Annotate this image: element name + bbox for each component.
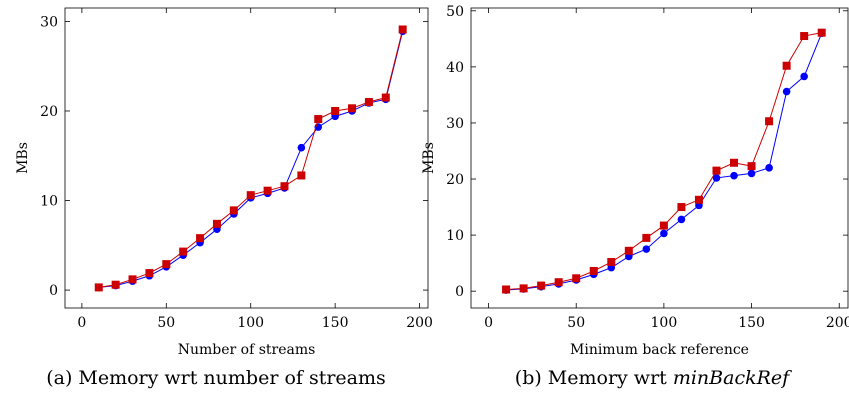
data-point [607, 258, 616, 267]
data-point [747, 169, 756, 178]
data-point [280, 182, 289, 191]
data-point [800, 32, 809, 41]
caption-text: Memory wrt [548, 367, 673, 389]
x-tick-label: 200 [406, 315, 433, 331]
data-point [519, 284, 528, 293]
caption-prefix: (b) [515, 367, 542, 389]
data-point [659, 221, 668, 230]
data-point [179, 247, 188, 256]
data-point [314, 115, 323, 124]
data-point [348, 104, 357, 113]
x-tick-label: 100 [237, 315, 264, 331]
caption-text: Memory wrt number of streams [78, 367, 385, 389]
data-point [712, 166, 721, 175]
data-point [263, 186, 272, 195]
x-tick-label: 150 [738, 315, 765, 331]
data-point [111, 280, 120, 289]
data-point [730, 158, 739, 167]
y-tick-label: 0 [455, 284, 464, 300]
data-point [554, 278, 563, 287]
chart-b: 0 50 100 150 200 0 10 20 30 40 50 Minimum back refe… [421, 4, 849, 389]
data-point [694, 195, 703, 204]
series-line [98, 31, 404, 288]
data-point [229, 206, 238, 215]
data-point [730, 171, 738, 180]
data-point [128, 275, 137, 284]
data-point [145, 269, 154, 278]
data-point [502, 285, 511, 294]
x-tick-label: 100 [651, 315, 678, 331]
data-point [162, 260, 171, 269]
x-axis-label: Number of streams [178, 342, 316, 358]
y-tick-label: 20 [446, 172, 464, 188]
x-tick-label: 150 [322, 315, 349, 331]
data-point [712, 174, 721, 182]
y-axis-label: MBs [15, 142, 31, 174]
data-point [660, 229, 668, 238]
data-point [765, 117, 774, 126]
data-point [589, 266, 598, 275]
x-tick-label: 200 [826, 315, 849, 331]
data-point [212, 219, 221, 228]
data-point [765, 164, 773, 172]
data-point [624, 246, 633, 255]
x-tick-label: 0 [77, 315, 86, 331]
y-tick-label: 30 [446, 116, 464, 132]
series-line [98, 29, 404, 288]
y-tick-label: 0 [49, 283, 58, 299]
data-point [572, 274, 581, 283]
y-axis-label: MBs [421, 142, 437, 174]
y-tick-label: 10 [446, 228, 464, 244]
data-point [537, 281, 546, 290]
caption-emphasis: minBackRef [673, 367, 792, 389]
data-point [677, 215, 686, 224]
data-point [782, 61, 791, 70]
y-tick-label: 20 [40, 104, 58, 120]
x-tick-label: 50 [157, 315, 175, 331]
subfigure-caption: (a) Memory wrt number of streams [46, 367, 386, 389]
data-point [94, 283, 103, 292]
data-point [364, 98, 373, 107]
data-point [677, 203, 686, 212]
chart-a: 0 50 100 150 200 0 10 20 30 Number of streams MBs (… [15, 7, 433, 389]
data-point [817, 28, 826, 37]
plot-frame [470, 7, 849, 309]
x-tick-label: 0 [484, 315, 493, 331]
y-tick-label: 10 [40, 194, 58, 210]
y-tick-label: 30 [40, 14, 58, 30]
x-tick-label: 50 [567, 315, 585, 331]
series-line [506, 32, 822, 290]
data-point [381, 93, 390, 102]
y-tick-label: 40 [446, 60, 464, 76]
data-point [297, 143, 306, 152]
y-tick-label: 50 [446, 4, 464, 20]
caption-prefix: (a) [46, 367, 72, 389]
data-point [331, 106, 340, 115]
data-point [246, 191, 255, 200]
subfigure-caption: (b) Memory wrt minBackRef [515, 367, 792, 389]
data-point [642, 233, 651, 242]
series-line [506, 33, 823, 291]
data-point [642, 245, 651, 253]
data-point [800, 72, 808, 81]
data-point [196, 234, 205, 243]
plot-frame [64, 7, 429, 309]
x-axis-label: Minimum back reference [570, 342, 749, 358]
data-point [747, 162, 756, 171]
data-point [297, 171, 306, 180]
data-point [782, 87, 791, 96]
data-point [398, 25, 407, 34]
